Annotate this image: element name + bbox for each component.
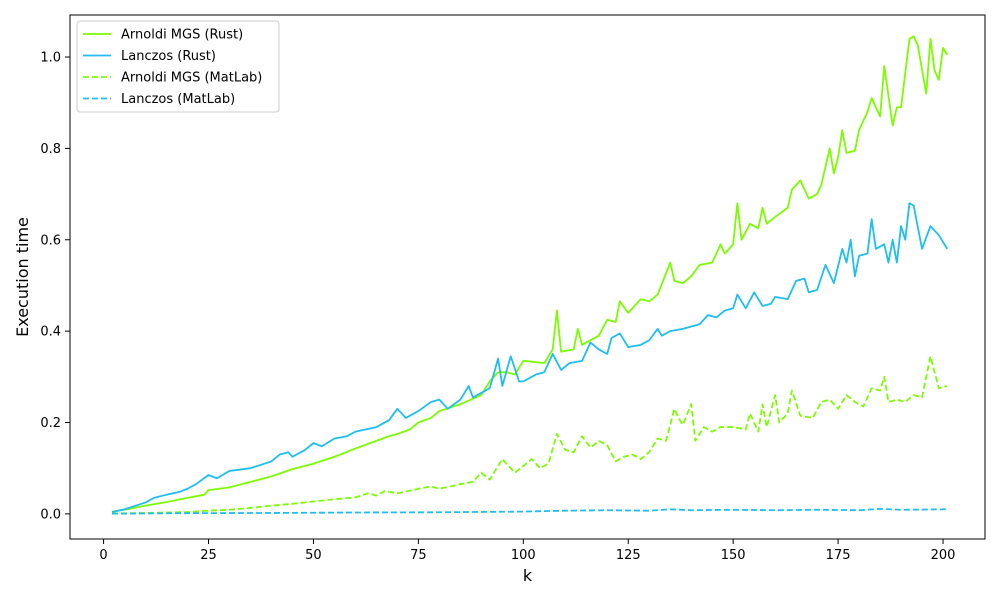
series-layer (111, 35, 948, 515)
series-line-arnoldi-mgs-rust (111, 35, 948, 513)
x-tick-label: 0 (99, 548, 107, 563)
x-tick-label: 175 (826, 548, 851, 563)
series-line-lanczos-rust (111, 202, 948, 513)
legend-label: Lanczos (Rust) (121, 49, 216, 64)
series-line-arnoldi-mgs-matlab (111, 355, 948, 515)
y-tick-label: 1.0 (40, 51, 61, 66)
y-tick-label: 0.8 (40, 142, 61, 157)
legend-box (76, 20, 280, 113)
y-axis: 0.0 0.2 0.4 0.6 0.8 1.0 (40, 51, 70, 522)
y-tick-label: 0.2 (40, 416, 61, 431)
x-tick-label: 25 (200, 548, 217, 563)
y-tick-label: 0.0 (40, 507, 61, 522)
legend-label: Arnoldi MGS (Rust) (121, 28, 243, 43)
x-tick-label: 50 (305, 548, 322, 563)
plot-frame (69, 14, 986, 540)
x-tick-label: 75 (410, 548, 427, 563)
x-tick-label: 150 (721, 548, 746, 563)
x-tick-label: 125 (616, 548, 641, 563)
legend-label: Arnoldi MGS (MatLab) (121, 71, 262, 86)
y-tick-label: 0.4 (40, 325, 61, 340)
x-axis-label: k (523, 566, 533, 585)
y-axis-label: Execution time (13, 217, 32, 337)
x-axis: 0 25 50 75 100 125 150 175 200 (99, 539, 955, 563)
x-tick-label: 100 (511, 548, 536, 563)
series-line-lanczos-matlab (111, 507, 948, 515)
legend: Arnoldi MGS (Rust) Lanczos (Rust) Arnoldi … (76, 20, 280, 113)
x-tick-label: 200 (931, 548, 956, 563)
y-tick-label: 0.6 (40, 233, 61, 248)
legend-label: Lanczos (MatLab) (121, 92, 235, 107)
